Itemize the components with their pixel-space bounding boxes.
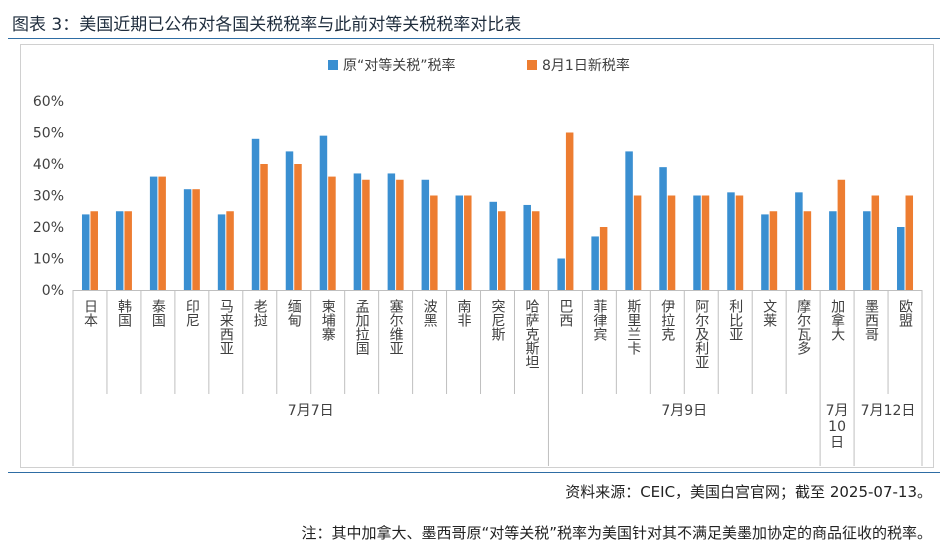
bar-new-rate xyxy=(396,179,404,290)
bar-original-rate xyxy=(557,258,565,290)
bar-new-rate xyxy=(464,195,472,290)
x-tick-label: 欧盟 xyxy=(897,299,913,327)
bar-original-rate xyxy=(183,189,192,290)
bar-new-rate xyxy=(599,227,608,290)
group-label: 7月9日 xyxy=(661,403,707,419)
legend-label-original: 原“对等关税”税率 xyxy=(343,57,456,74)
x-tick-label: 加拿大 xyxy=(829,299,845,341)
y-tick-label: 10% xyxy=(33,252,64,268)
y-tick-label: 20% xyxy=(33,220,64,236)
bar-new-rate xyxy=(667,195,676,290)
bar-new-rate xyxy=(124,211,132,290)
bar-original-rate xyxy=(659,167,667,290)
x-tick-label: 摩尔瓦多 xyxy=(795,298,811,355)
x-tick-label: 巴西 xyxy=(557,299,573,327)
legend-swatch-original xyxy=(328,60,338,70)
bar-original-rate xyxy=(625,151,633,290)
x-tick-label: 老挝 xyxy=(252,299,268,327)
bottom-rule xyxy=(8,472,940,473)
y-tick-label: 40% xyxy=(33,157,64,173)
bar-new-rate xyxy=(226,211,234,290)
y-tick-label: 50% xyxy=(33,126,64,142)
bar-original-rate xyxy=(829,211,837,290)
y-tick-label: 60% xyxy=(33,94,64,110)
bar-original-rate xyxy=(319,135,328,290)
x-tick-label: 伊拉克 xyxy=(659,299,675,342)
bar-new-rate xyxy=(769,211,778,290)
bar-new-rate xyxy=(294,164,302,290)
bar-original-rate xyxy=(897,227,905,290)
x-tick-label: 缅甸 xyxy=(286,299,302,328)
bar-new-rate xyxy=(871,195,880,290)
bar-new-rate xyxy=(633,195,642,290)
bar-original-rate xyxy=(285,151,294,290)
bar-new-rate xyxy=(498,211,506,290)
bar-new-rate xyxy=(328,176,336,290)
bar-new-rate xyxy=(362,179,370,290)
x-tick-label: 印尼 xyxy=(184,299,200,327)
bar-original-rate xyxy=(761,214,769,290)
bar-original-rate xyxy=(217,214,226,290)
bar-new-rate xyxy=(565,132,574,290)
bar-original-rate xyxy=(727,192,735,290)
bar-new-rate xyxy=(701,195,710,290)
x-tick-label: 韩国 xyxy=(116,299,132,327)
legend-label-new: 8月1日新税率 xyxy=(542,57,630,74)
bar-new-rate xyxy=(90,211,98,290)
bar-original-rate xyxy=(693,195,701,290)
bar-original-rate xyxy=(353,173,362,290)
bar-original-rate xyxy=(489,201,497,290)
x-tick-label: 南非 xyxy=(456,299,472,327)
group-label: 7月7日 xyxy=(288,403,334,419)
group-label: 7月 10 日 xyxy=(826,403,849,451)
bar-new-rate xyxy=(260,164,268,290)
bar-original-rate xyxy=(523,204,531,290)
bar-original-rate xyxy=(387,173,396,290)
bar-original-rate xyxy=(455,195,464,290)
bar-new-rate xyxy=(430,195,438,290)
bar-new-rate xyxy=(803,211,812,290)
bar-original-rate xyxy=(591,236,599,290)
x-tick-label: 阿尔及利亚 xyxy=(693,299,709,369)
source-note: 资料来源：CEIC，美国白宫官网；截至 2025-07-13。 xyxy=(565,483,932,501)
y-tick-label: 30% xyxy=(33,189,64,205)
bar-original-rate xyxy=(251,138,260,290)
legend-swatch-new xyxy=(527,60,537,70)
x-tick-label: 孟加拉国 xyxy=(354,299,370,355)
x-tick-label: 泰国 xyxy=(150,299,166,327)
bar-original-rate xyxy=(863,211,871,290)
x-tick-label: 文莱 xyxy=(761,299,777,327)
bar-new-rate xyxy=(837,179,846,290)
bar-new-rate xyxy=(192,189,200,290)
x-tick-label: 马来西亚 xyxy=(218,299,234,355)
bar-original-rate xyxy=(149,176,158,290)
bar-original-rate xyxy=(421,179,430,290)
x-tick-label: 突尼斯 xyxy=(490,299,506,342)
top-rule xyxy=(8,38,940,39)
footnote: 注：其中加拿大、墨西哥原“对等关税”税率为美国针对其不满足美墨加协定的商品征收的… xyxy=(301,524,932,542)
x-tick-label: 斯里兰卡 xyxy=(625,299,641,355)
x-tick-label: 日本 xyxy=(82,299,98,327)
bar-new-rate xyxy=(905,195,914,290)
x-tick-label: 柬埔寨 xyxy=(320,299,336,341)
x-tick-label: 菲律宾 xyxy=(591,299,607,341)
x-tick-label: 利比亚 xyxy=(727,299,743,341)
bar-new-rate xyxy=(158,176,166,290)
x-tick-label: 塞尔维亚 xyxy=(388,298,404,355)
bar-new-rate xyxy=(531,211,540,290)
bar-original-rate xyxy=(81,214,90,290)
figure-title: 图表 3：美国近期已公布对各国关税税率与此前对等关税税率对比表 xyxy=(12,15,522,35)
bar-original-rate xyxy=(115,211,124,290)
x-tick-label: 墨西哥 xyxy=(863,299,879,341)
bar-new-rate xyxy=(735,195,744,290)
y-tick-label: 0% xyxy=(42,283,64,299)
chart-frame xyxy=(20,44,934,468)
group-label: 7月12日 xyxy=(861,403,916,419)
bar-original-rate xyxy=(795,192,803,290)
x-tick-label: 哈萨克斯坦 xyxy=(523,299,539,369)
x-tick-label: 波黑 xyxy=(422,299,438,328)
